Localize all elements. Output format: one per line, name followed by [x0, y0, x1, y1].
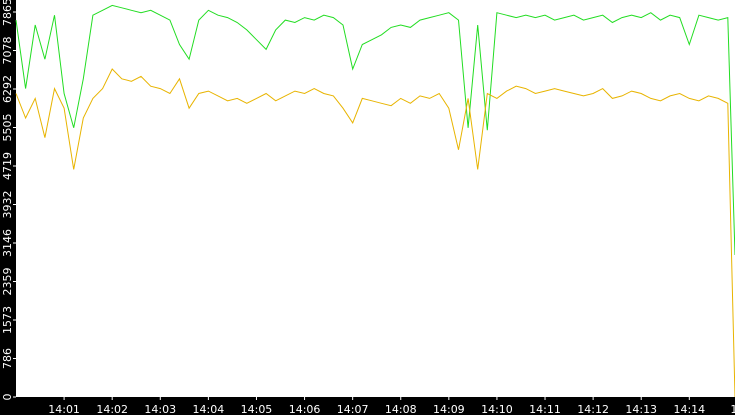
- x-tick-label: 14:07: [337, 403, 369, 415]
- y-tick-label: 0: [1, 394, 14, 401]
- plot-area: [16, 0, 735, 397]
- x-tick-label: 14:08: [385, 403, 417, 415]
- x-tick-label: 14:09: [433, 403, 465, 415]
- y-tick-label: 3932: [1, 191, 14, 219]
- x-tick-label: 14:04: [193, 403, 225, 415]
- y-tick-label: 1573: [1, 306, 14, 334]
- y-tick-label: 3146: [1, 229, 14, 257]
- line-series: [15, 68, 735, 398]
- x-tick-label: 14:01: [48, 403, 80, 415]
- x-tick-label: 14:13: [625, 403, 657, 415]
- x-tick-label: 14:14: [673, 403, 705, 415]
- x-tick-label: 14:12: [577, 403, 609, 415]
- y-tick-label: 6292: [1, 75, 14, 103]
- x-tick-label: 14:02: [96, 403, 128, 415]
- x-tick-label: 14:06: [289, 403, 321, 415]
- y-tick-label: 2359: [1, 268, 14, 296]
- x-tick-label: 14:03: [144, 403, 176, 415]
- line-series: [15, 4, 735, 256]
- y-tick-label: 7865: [1, 0, 14, 26]
- x-tick-label: 14: [730, 403, 735, 415]
- x-tick-label: 14:11: [529, 403, 561, 415]
- x-tick-label: 14:05: [241, 403, 273, 415]
- y-tick-label: 7078: [1, 37, 14, 65]
- y-tick-label: 5505: [1, 114, 14, 142]
- x-tick-label: 14:10: [481, 403, 513, 415]
- y-tick-label: 4719: [1, 152, 14, 180]
- y-tick-label: 786: [1, 348, 14, 369]
